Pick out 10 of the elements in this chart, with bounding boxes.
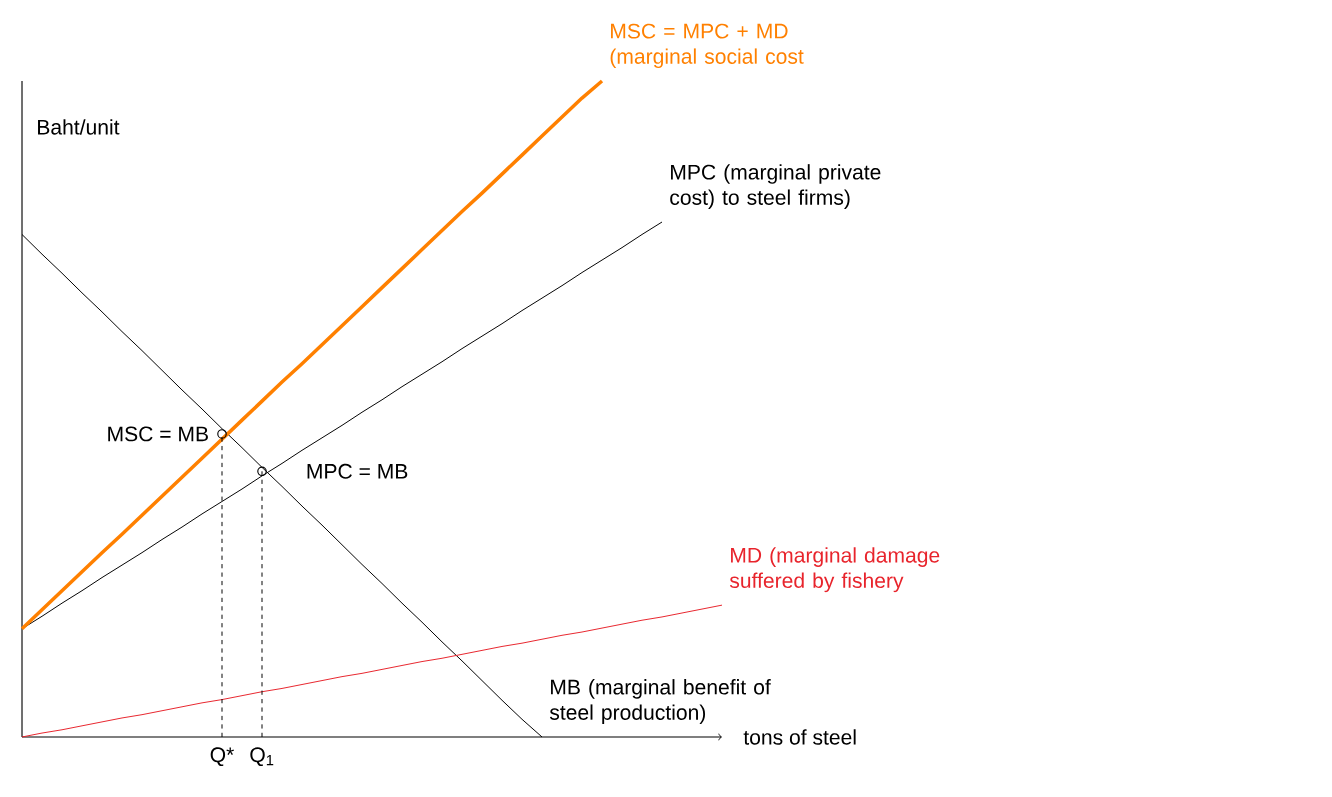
series-label: MD (marginal damage suffered by fishery: [729, 547, 940, 593]
annotation: MSC = MB: [108, 426, 208, 442]
series-label: MB (marginal benefit of steel production): [549, 679, 771, 725]
x-tick-label: Q$_{1}$: [250, 747, 274, 767]
y-axis-title: Baht/unit: [38, 119, 120, 135]
x-axis-title: tons of steel: [743, 729, 856, 745]
annotation: MPC = MB: [307, 463, 408, 479]
x-tick-label: Q*: [210, 747, 234, 767]
series-label: MSC = MPC + MD (marginal social cost: [610, 23, 804, 69]
series-label: MPC (marginal private cost) to steel firms): [670, 164, 881, 210]
